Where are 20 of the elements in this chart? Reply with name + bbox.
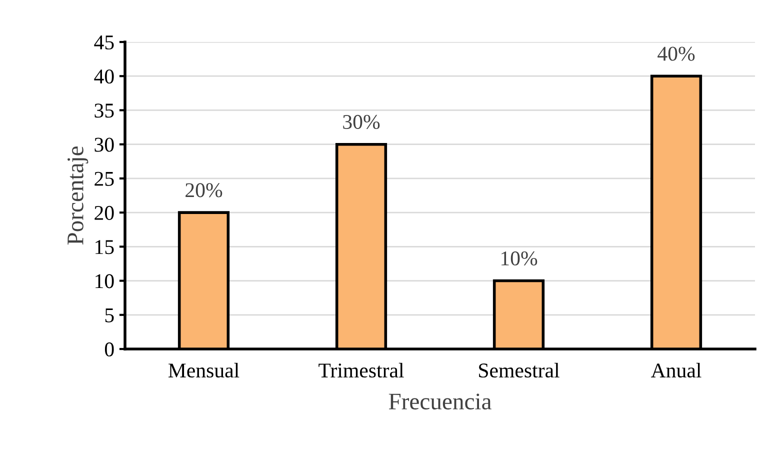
data-label: 40% — [658, 46, 695, 61]
data-label: 10% — [501, 251, 538, 266]
y-tick-label: 30 — [94, 138, 114, 152]
x-tick-label: Mensual — [168, 362, 240, 378]
data-label: 20% — [186, 183, 222, 198]
y-tick-label: 0 — [104, 342, 114, 356]
x-axis-title: Frecuencia — [388, 394, 492, 410]
y-tick-label: 10 — [96, 274, 114, 288]
x-tick-label: Semestral — [479, 362, 560, 378]
y-axis-title: Porcentaje — [68, 146, 88, 245]
y-tick-label: 15 — [96, 240, 114, 254]
y-tick-label: 45 — [94, 36, 114, 50]
x-tick-label: Anual — [651, 362, 702, 378]
x-tick-label: Trimestral — [318, 362, 404, 378]
y-tick-label: 25 — [94, 172, 114, 186]
y-tick-label: 40 — [94, 69, 114, 84]
y-tick-label: 5 — [105, 308, 114, 322]
y-tick-label: 35 — [94, 104, 114, 118]
y-tick-label: 20 — [94, 206, 114, 220]
data-label: 30% — [343, 114, 380, 130]
